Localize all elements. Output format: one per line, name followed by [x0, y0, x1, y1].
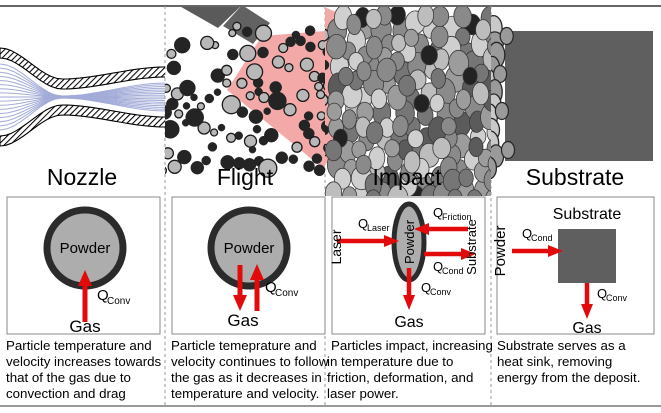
svg-text:velocity increases towards: velocity increases towards: [6, 354, 162, 369]
svg-text:energy from the deposit.: energy from the deposit.: [497, 370, 640, 385]
svg-text:the gas as it decreases in: the gas as it decreases in: [171, 370, 322, 385]
svg-text:Substrate: Substrate: [553, 206, 622, 223]
svg-text:Particle temeprature and: Particle temeprature and: [171, 338, 317, 353]
svg-text:Laser: Laser: [328, 229, 344, 264]
svg-text:heat sink, removing: heat sink, removing: [497, 354, 612, 369]
svg-text:Nozzle: Nozzle: [47, 164, 117, 190]
svg-text:Particle temperature and: Particle temperature and: [6, 338, 152, 353]
svg-text:Particles impact, increasing: Particles impact, increasing: [331, 338, 493, 353]
svg-text:Flight: Flight: [217, 164, 274, 190]
svg-text:Powder: Powder: [224, 240, 275, 257]
svg-text:Gas: Gas: [394, 314, 423, 331]
svg-text:Cond: Cond: [531, 233, 553, 243]
svg-text:Laser: Laser: [367, 223, 390, 233]
svg-text:convection and drag: convection and drag: [6, 386, 126, 401]
svg-text:Gas: Gas: [69, 317, 100, 336]
svg-text:that of the gas due to: that of the gas due to: [6, 370, 131, 385]
svg-text:Conv: Conv: [606, 293, 628, 303]
svg-text:Gas: Gas: [227, 311, 258, 330]
svg-text:Conv: Conv: [430, 287, 452, 297]
svg-text:laser power.: laser power.: [327, 386, 399, 401]
svg-text:Conv: Conv: [107, 296, 130, 307]
svg-text:velocity continues to follow: velocity continues to follow: [171, 354, 329, 369]
svg-text:Substrate: Substrate: [464, 219, 479, 275]
svg-text:Conv: Conv: [275, 288, 298, 299]
svg-text:Substrate serves as a: Substrate serves as a: [497, 338, 626, 353]
svg-text:friction, deformation, and: friction, deformation, and: [327, 370, 473, 385]
svg-text:Gas: Gas: [572, 320, 601, 337]
svg-text:Powder: Powder: [402, 219, 417, 264]
svg-text:Impact: Impact: [372, 164, 442, 190]
svg-text:Substrate: Substrate: [526, 164, 624, 190]
svg-text:Powder: Powder: [60, 240, 111, 257]
svg-text:in temperature due to: in temperature due to: [327, 354, 453, 369]
svg-text:Cond: Cond: [442, 266, 464, 276]
svg-text:Powder: Powder: [492, 226, 509, 277]
svg-text:temperature and velocity.: temperature and velocity.: [171, 386, 319, 401]
